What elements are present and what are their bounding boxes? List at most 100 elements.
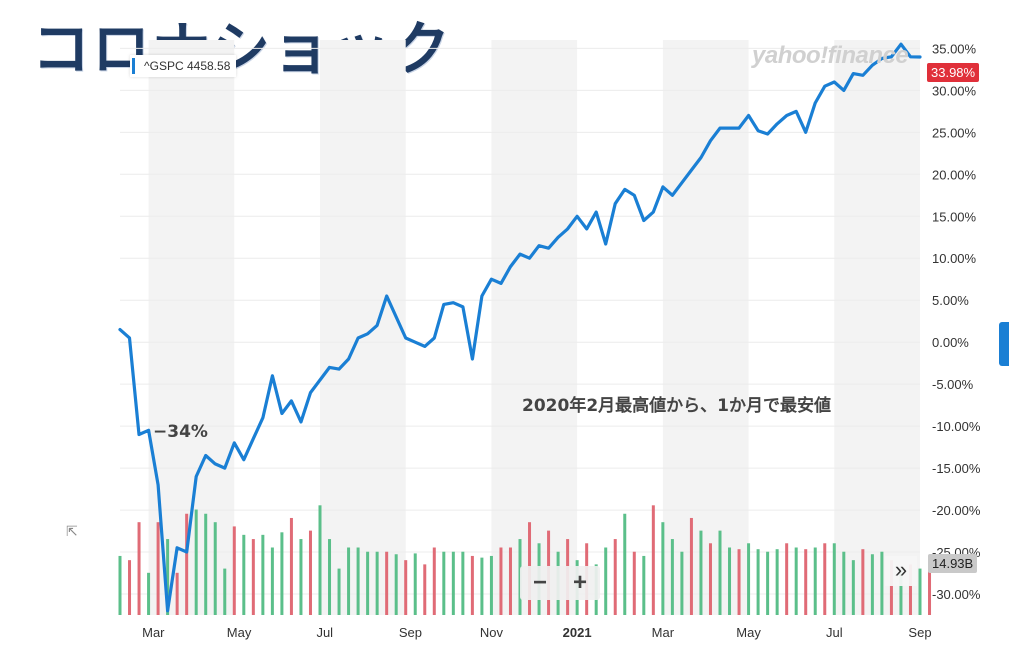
- zoom-out-button[interactable]: −: [532, 569, 547, 596]
- shaded-bands: [148, 40, 920, 615]
- price-point: [509, 265, 512, 268]
- chevron-right-icon[interactable]: [999, 322, 1009, 366]
- price-point: [633, 194, 636, 197]
- price-point: [204, 454, 207, 457]
- price-point: [547, 247, 550, 249]
- volume-bar: [194, 509, 198, 615]
- volume-bar: [851, 560, 855, 615]
- volume-bar: [737, 549, 741, 615]
- price-point: [843, 89, 845, 92]
- ticker-legend[interactable]: ^GSPC 4458.58: [130, 55, 237, 77]
- volume-bar: [166, 539, 170, 615]
- price-point: [909, 55, 912, 58]
- volume-bar: [175, 572, 179, 615]
- x-tick-label: Sep: [399, 625, 422, 640]
- shaded-band-4: [834, 40, 920, 615]
- volume-bar: [718, 530, 722, 615]
- volume-bar: [366, 551, 370, 615]
- volume-bar: [499, 547, 503, 615]
- last-change-badge: 33.98%: [927, 63, 980, 82]
- price-point: [195, 475, 197, 478]
- price-point: [223, 467, 226, 469]
- volume-bar: [918, 568, 922, 615]
- price-point: [243, 458, 245, 461]
- volume-bar: [118, 555, 122, 615]
- volume-bar: [318, 505, 322, 615]
- volume-bar: [337, 568, 341, 615]
- price-point: [519, 253, 521, 255]
- volume-bar: [156, 522, 160, 615]
- price-point: [585, 228, 588, 230]
- x-tick-label: May: [736, 625, 761, 640]
- volume-bar: [356, 547, 360, 615]
- price-point: [766, 133, 769, 135]
- price-point: [528, 257, 531, 260]
- volume-bar: [870, 554, 874, 615]
- volume-bar: [204, 513, 208, 615]
- x-tick-label: Jul: [316, 625, 333, 640]
- x-tick-label: Nov: [480, 625, 504, 640]
- volume-bar: [470, 555, 474, 615]
- volume-bar: [461, 551, 465, 615]
- volume-bar: [413, 553, 417, 615]
- price-point: [309, 391, 312, 394]
- ticker-value: 4458.58: [186, 59, 231, 73]
- volume-bar: [137, 522, 141, 615]
- y-tick-label: 30.00%: [932, 83, 977, 98]
- y-tick-label: 25.00%: [932, 125, 977, 140]
- volume-bar: [623, 513, 627, 615]
- double-chevron-right-icon[interactable]: »: [885, 556, 917, 586]
- price-point: [623, 188, 626, 191]
- volume-bar: [280, 532, 284, 615]
- volume-bar: [899, 568, 903, 615]
- volume-bar: [299, 539, 303, 615]
- price-point: [347, 358, 350, 360]
- volume-bar: [804, 549, 808, 615]
- price-point: [823, 85, 826, 87]
- volume-bar: [775, 549, 779, 615]
- price-point: [490, 278, 493, 281]
- volume-bar: [251, 539, 255, 615]
- price-point: [252, 437, 255, 440]
- zoom-in-button[interactable]: +: [572, 569, 587, 596]
- price-point: [157, 484, 159, 486]
- volume-bar: [394, 554, 398, 615]
- y-tick-label: 0.00%: [932, 335, 969, 350]
- price-point: [881, 57, 883, 60]
- price-point: [614, 202, 617, 205]
- price-point: [147, 429, 150, 432]
- volume-bar: [375, 551, 379, 615]
- volume-bar: [223, 568, 227, 615]
- price-point: [366, 332, 369, 335]
- volume-bar: [756, 549, 760, 615]
- price-point: [233, 442, 236, 444]
- volume-bar: [347, 547, 351, 615]
- volume-bar: [404, 560, 408, 615]
- price-point: [919, 56, 921, 58]
- price-point: [385, 295, 388, 297]
- price-point: [833, 81, 836, 83]
- volume-bar: [232, 526, 236, 615]
- volume-bar: [261, 534, 265, 615]
- y-tick-label: -15.00%: [932, 461, 981, 476]
- x-tick-label: Jul: [826, 625, 843, 640]
- price-point: [652, 211, 655, 213]
- price-point: [481, 295, 483, 297]
- volume-bar: [604, 547, 608, 615]
- price-point: [681, 181, 683, 184]
- price-point: [862, 74, 864, 77]
- price-point: [690, 169, 693, 171]
- price-point: [500, 282, 502, 285]
- price-point: [871, 64, 874, 66]
- shaded-band-2: [491, 40, 578, 615]
- volume-bar: [451, 551, 455, 615]
- volume-bar: [385, 551, 389, 615]
- volume-bar: [642, 555, 646, 615]
- price-point: [119, 328, 121, 331]
- price-point: [557, 236, 559, 239]
- price-line-group: [118, 42, 922, 613]
- y-tick-label: 20.00%: [932, 167, 977, 182]
- volume-bar: [613, 539, 617, 615]
- volume-bar: [832, 543, 836, 615]
- price-point: [719, 127, 721, 129]
